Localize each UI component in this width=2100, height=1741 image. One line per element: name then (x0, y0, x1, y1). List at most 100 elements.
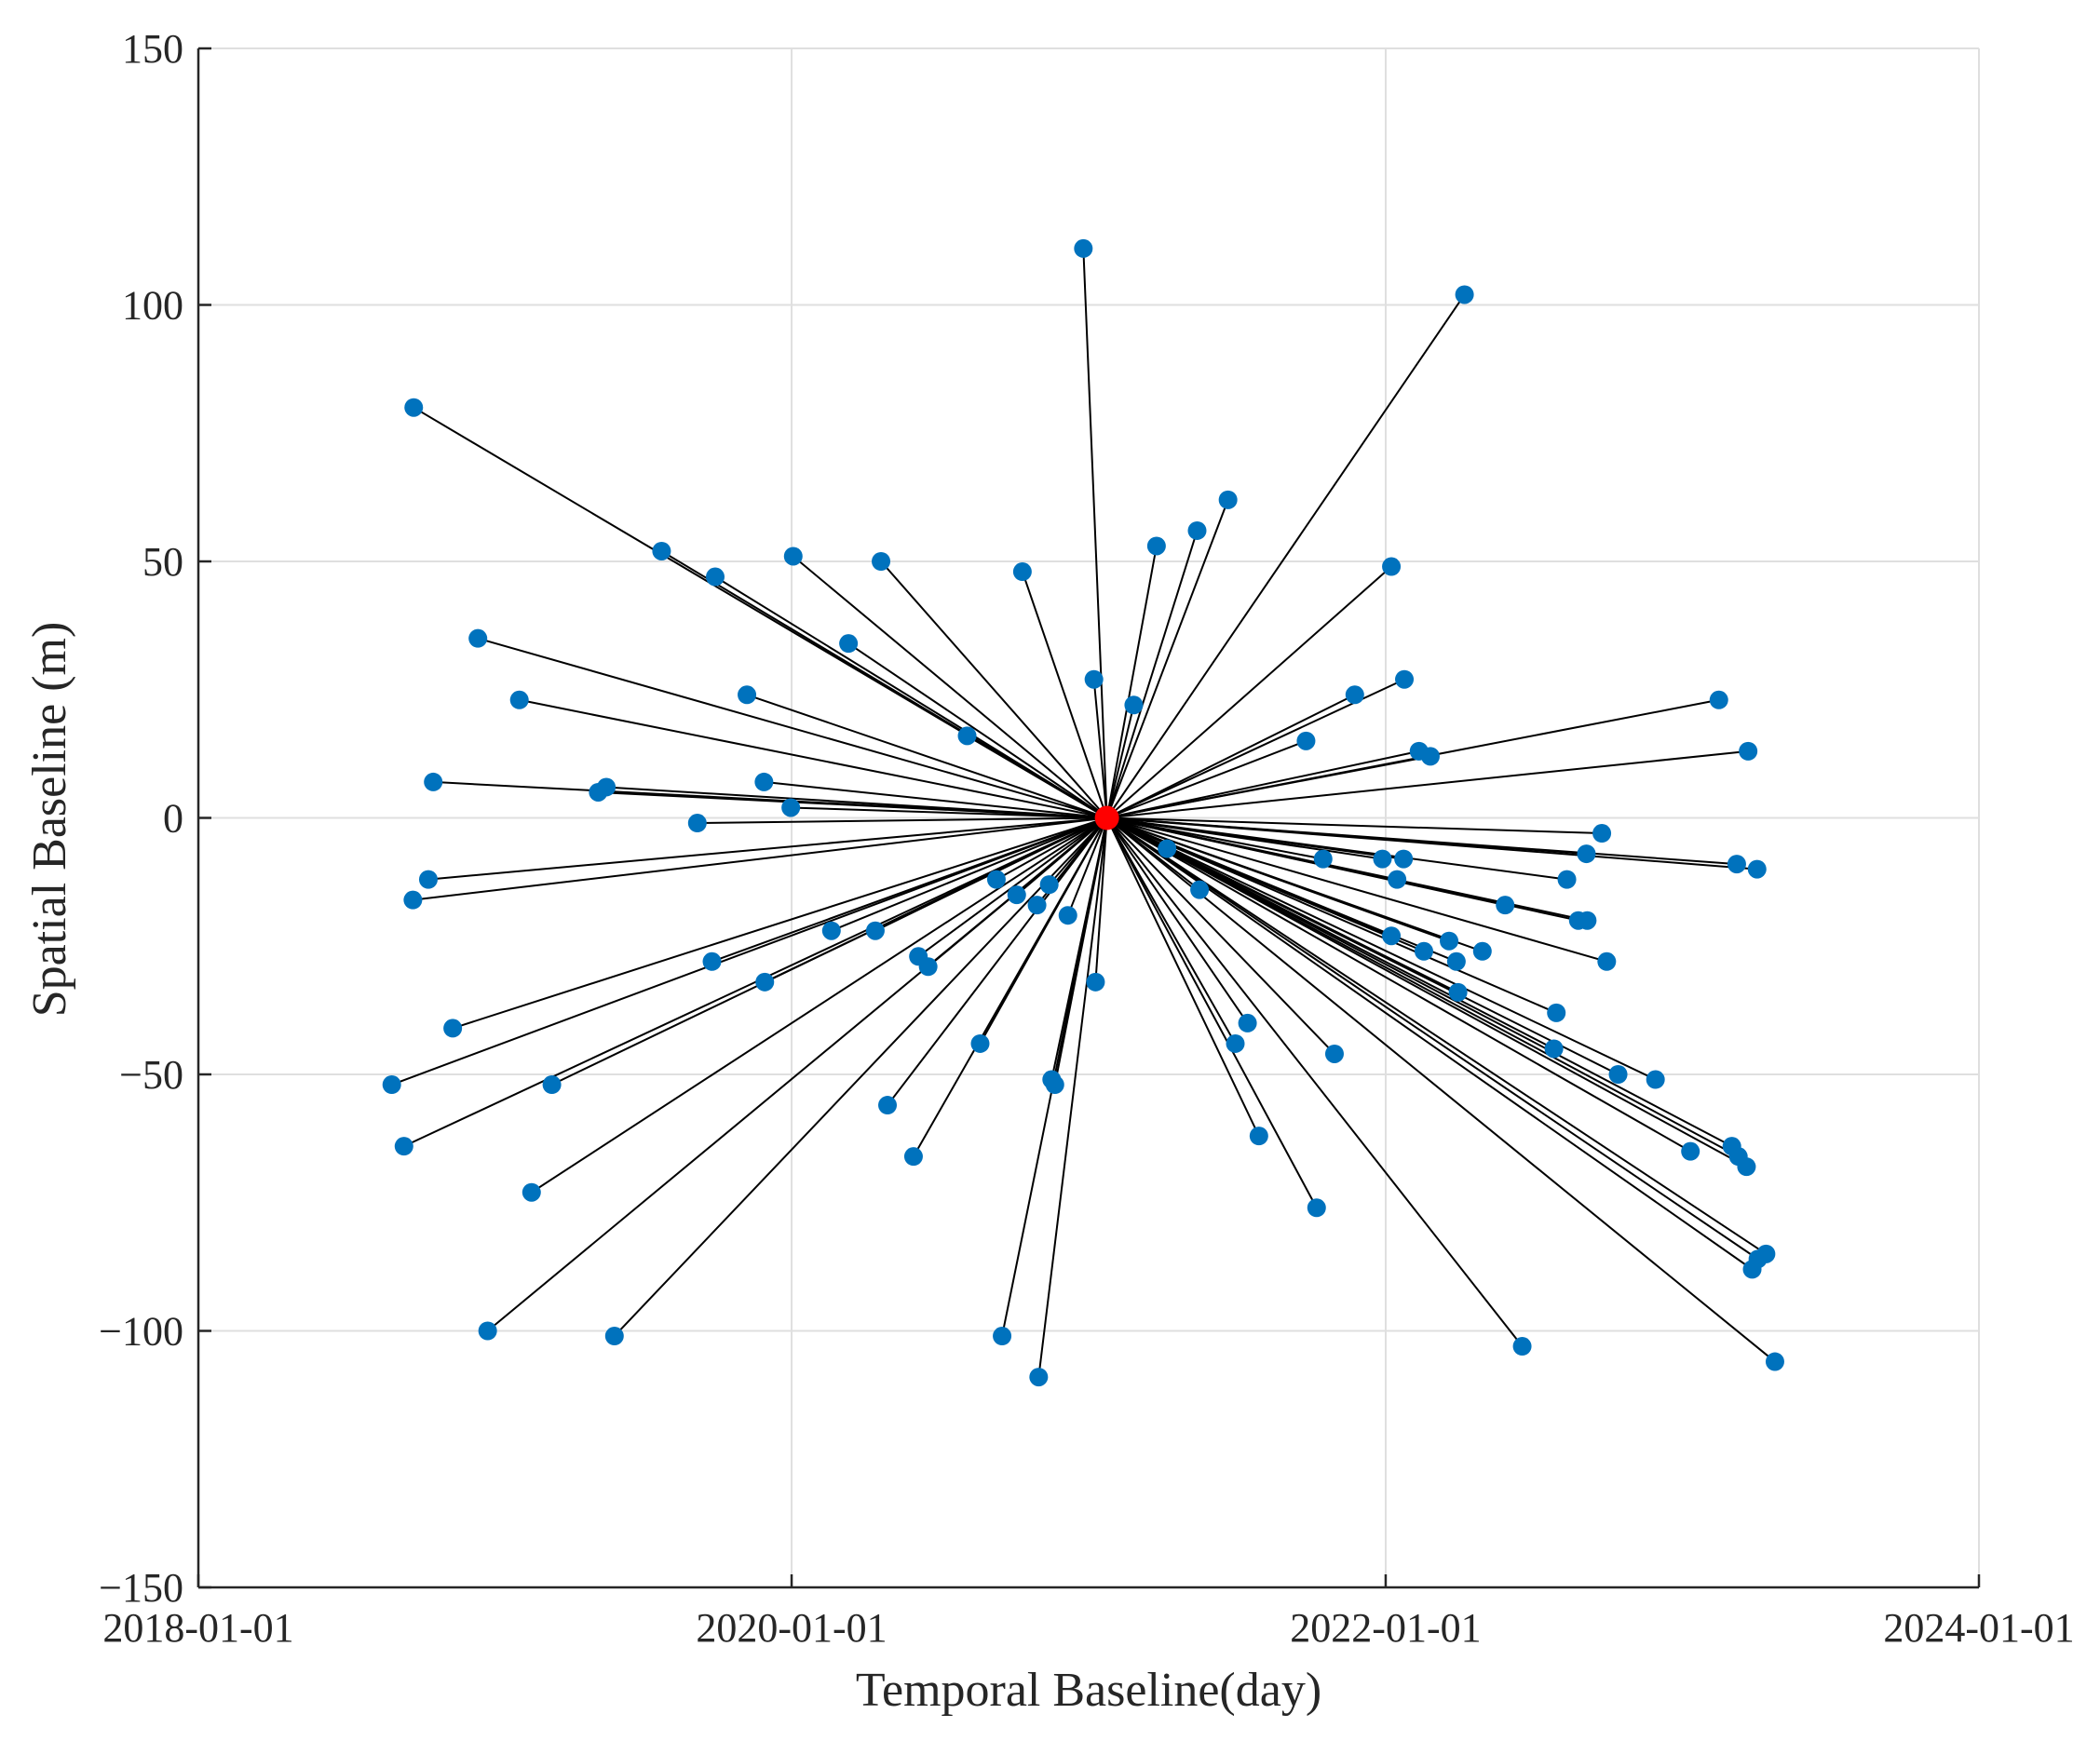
secondary-point (872, 552, 891, 571)
y-tick-label: 100 (122, 283, 183, 329)
baseline-edge (1105, 817, 1318, 1208)
baseline-edge (1105, 817, 1249, 1024)
secondary-point (522, 1182, 541, 1202)
baseline-edge (746, 694, 1107, 819)
secondary-point (597, 777, 616, 797)
secondary-point (687, 814, 707, 833)
secondary-point (468, 628, 488, 648)
baseline-edge (1106, 749, 1749, 819)
baseline-edge (791, 806, 1107, 819)
baseline-edge (1066, 817, 1108, 916)
secondary-point (1747, 859, 1767, 879)
baseline-edge (1105, 530, 1199, 818)
secondary-point (781, 798, 801, 817)
baseline-edge (1106, 817, 1557, 1014)
secondary-point (909, 947, 928, 966)
baseline-edge (1106, 749, 1419, 819)
secondary-point (1146, 536, 1166, 556)
secondary-point (839, 634, 859, 654)
y-tick-label: 50 (142, 539, 183, 585)
secondary-point (1395, 669, 1415, 689)
secondary-point (1557, 870, 1577, 889)
y-tick-label: −100 (99, 1309, 183, 1355)
secondary-point (1238, 1013, 1257, 1032)
secondary-point (509, 690, 529, 709)
baseline-edge (887, 817, 1108, 1106)
baseline-edge (1106, 817, 1754, 1271)
baseline-edge (1050, 817, 1108, 1080)
secondary-point (706, 567, 725, 587)
secondary-point (1382, 926, 1402, 946)
secondary-point (1084, 669, 1104, 689)
baseline-edge (1094, 817, 1108, 982)
baseline-edge (880, 560, 1108, 819)
secondary-point (1544, 1039, 1564, 1059)
secondary-point (1578, 911, 1597, 930)
secondary-point (382, 1075, 401, 1095)
baseline-edge (1105, 546, 1158, 818)
secondary-point (1448, 982, 1468, 1002)
secondary-point (478, 1321, 497, 1341)
baseline-edge (598, 790, 1107, 819)
secondary-point (993, 1327, 1012, 1346)
baseline-edge (1105, 499, 1229, 818)
edge-layer (391, 248, 1776, 1378)
baseline-edge (1106, 817, 1776, 1363)
secondary-point (1455, 285, 1474, 304)
baseline-edge (1105, 705, 1135, 818)
secondary-point (1074, 238, 1093, 258)
secondary-point (1737, 1157, 1756, 1177)
secondary-point (970, 1033, 990, 1053)
secondary-point (783, 547, 803, 566)
baseline-edge (614, 817, 1108, 1337)
secondary-point (986, 870, 1006, 889)
baseline-edge (1106, 694, 1356, 819)
baseline-edge (1021, 571, 1108, 818)
secondary-point (1472, 941, 1492, 961)
x-axis-title: Temporal Baseline(day) (856, 1664, 1321, 1717)
baseline-edge (793, 555, 1108, 819)
secondary-point (1042, 1070, 1062, 1089)
secondary-point (1765, 1352, 1784, 1371)
secondary-point (1496, 896, 1515, 915)
secondary-point (1345, 685, 1364, 705)
baseline-edge (1105, 817, 1237, 1045)
secondary-point (1394, 849, 1414, 869)
x-tick-label: 2024-01-01 (1883, 1605, 2074, 1651)
secondary-point (903, 1147, 923, 1167)
secondary-point (424, 772, 443, 791)
secondary-point (1007, 885, 1026, 905)
secondary-point (1597, 951, 1617, 971)
baseline-edge (697, 817, 1107, 825)
secondary-point (1382, 557, 1402, 576)
y-tick-label: −50 (119, 1052, 183, 1098)
baseline-edge (996, 817, 1108, 881)
baseline-edge (1106, 817, 1759, 1261)
secondary-point (1296, 731, 1316, 750)
baseline-edge (1106, 817, 1607, 963)
secondary-point (1124, 695, 1144, 715)
secondary-point (652, 541, 671, 560)
baseline-edge (452, 817, 1107, 1030)
secondary-point (1307, 1198, 1326, 1218)
baseline-edge (427, 817, 1107, 881)
secondary-point (1027, 896, 1047, 915)
baseline-edge (1105, 565, 1392, 819)
baseline-edge (1106, 698, 1719, 819)
secondary-point (1373, 849, 1392, 869)
baseline-edge (847, 642, 1108, 819)
baseline-edge (1106, 817, 1767, 1255)
secondary-point (1512, 1337, 1532, 1356)
secondary-point (403, 890, 423, 910)
secondary-point (754, 772, 774, 791)
baseline-edge (1082, 248, 1108, 818)
secondary-point (1158, 839, 1177, 858)
point-layer (382, 238, 1784, 1387)
secondary-point (957, 726, 977, 746)
baseline-edge (1106, 817, 1603, 835)
baseline-edge (1037, 817, 1108, 1378)
baseline-edge (1092, 679, 1108, 818)
baseline-edge (764, 780, 1107, 819)
secondary-point (1039, 875, 1059, 895)
